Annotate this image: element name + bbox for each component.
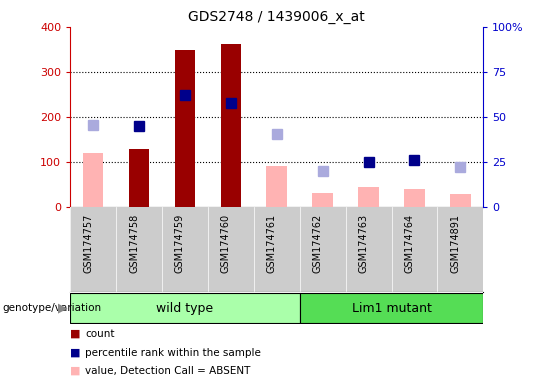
Bar — [266, 166, 287, 207]
Bar — [312, 193, 333, 207]
Text: GSM174759: GSM174759 — [175, 214, 185, 273]
Bar — [70, 293, 300, 323]
Text: GSM174891: GSM174891 — [450, 214, 460, 273]
Text: ■: ■ — [70, 329, 80, 339]
Text: ■: ■ — [70, 348, 80, 358]
Text: ▶: ▶ — [58, 302, 68, 314]
Text: genotype/variation: genotype/variation — [3, 303, 102, 313]
Text: GSM174763: GSM174763 — [359, 214, 368, 273]
Bar — [450, 194, 471, 207]
Text: GSM174761: GSM174761 — [267, 214, 277, 273]
Bar — [129, 149, 150, 207]
Text: ■: ■ — [70, 366, 80, 376]
Text: GSM174758: GSM174758 — [129, 214, 139, 273]
Text: value, Detection Call = ABSENT: value, Detection Call = ABSENT — [85, 366, 251, 376]
Text: GSM174757: GSM174757 — [83, 214, 93, 273]
Bar — [404, 189, 425, 207]
Title: GDS2748 / 1439006_x_at: GDS2748 / 1439006_x_at — [188, 10, 365, 25]
Text: percentile rank within the sample: percentile rank within the sample — [85, 348, 261, 358]
Bar — [174, 50, 195, 207]
Text: wild type: wild type — [157, 302, 213, 314]
Text: GSM174762: GSM174762 — [313, 214, 323, 273]
Text: count: count — [85, 329, 115, 339]
Bar — [358, 187, 379, 207]
Bar — [300, 293, 483, 323]
Text: GSM174764: GSM174764 — [404, 214, 415, 273]
Text: GSM174760: GSM174760 — [221, 214, 231, 273]
Text: Lim1 mutant: Lim1 mutant — [352, 302, 431, 314]
Bar — [83, 153, 104, 207]
Bar — [220, 44, 241, 207]
